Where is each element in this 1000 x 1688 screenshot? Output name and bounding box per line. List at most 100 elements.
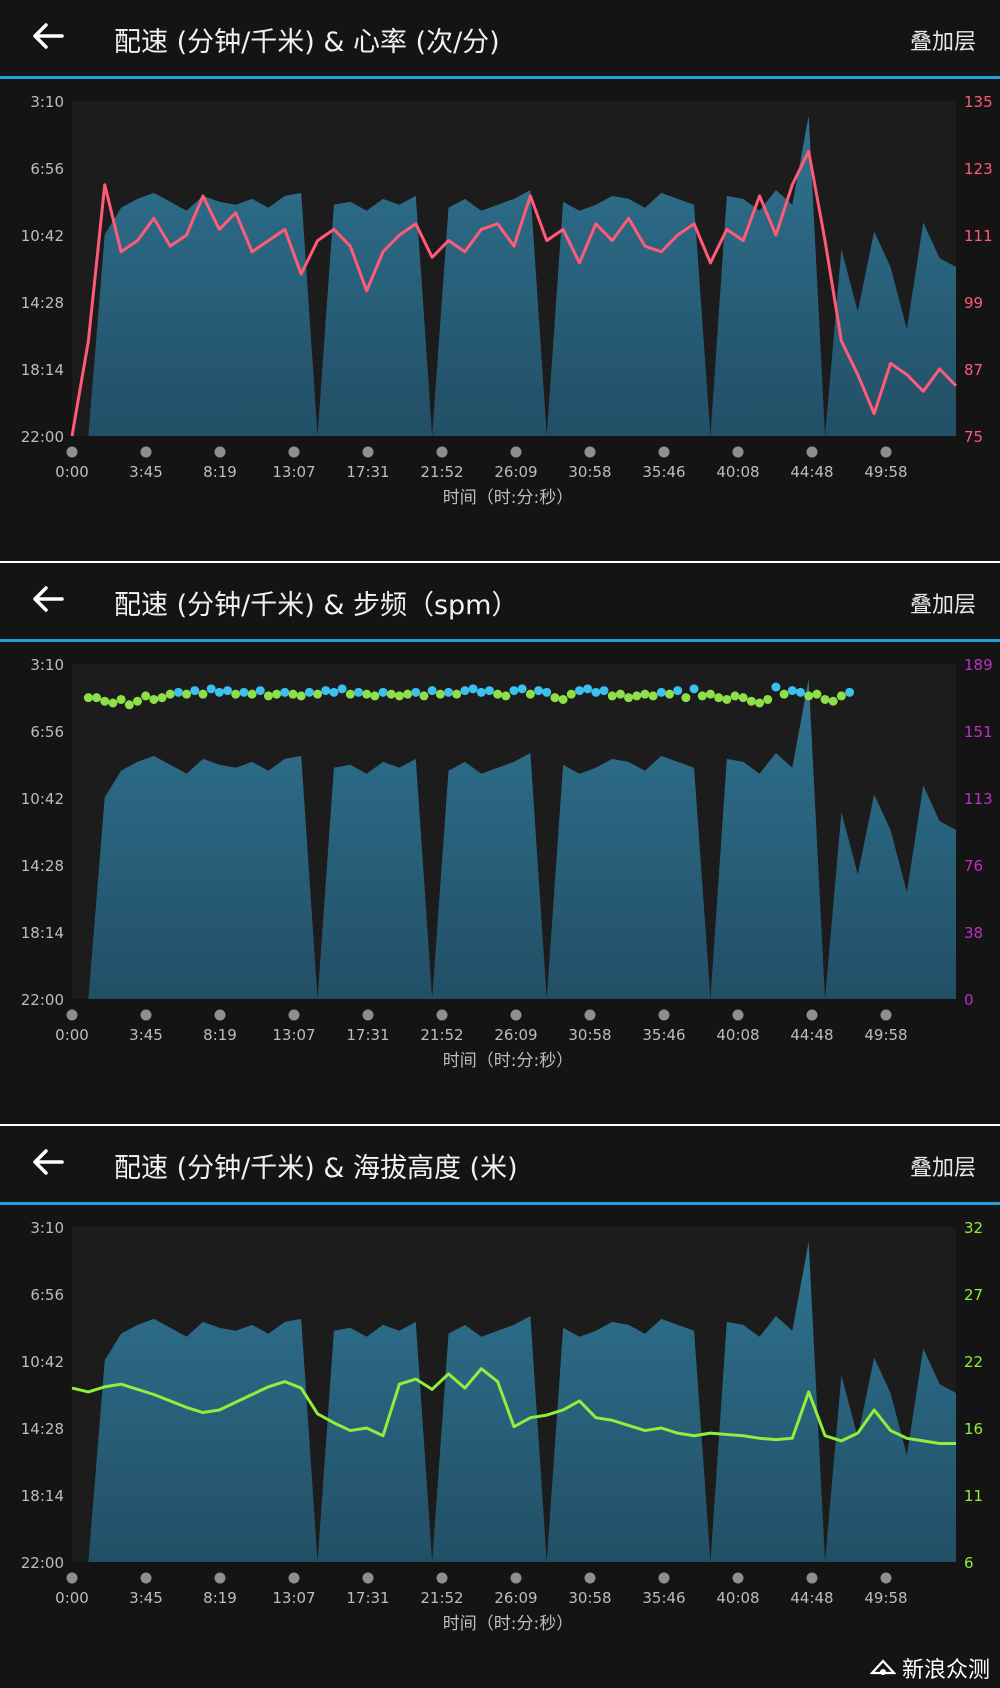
x-tick-dot — [288, 1009, 300, 1021]
chart-title: 配速 (分钟/千米) & 心率 (次/分) — [114, 27, 500, 58]
cadence-point — [386, 689, 396, 699]
x-tick-dot — [658, 1572, 670, 1584]
x-tick-label: 13:07 — [272, 1589, 315, 1607]
x-tick-dot — [510, 1009, 522, 1021]
x-tick-label: 26:09 — [494, 1026, 537, 1044]
elevation-line — [71, 1367, 956, 1445]
y-right-tick-label: 11 — [964, 1487, 983, 1505]
y-right-tick-label: 87 — [964, 361, 983, 379]
x-tick-label: 30:58 — [568, 463, 611, 481]
panel-heart-rate: 配速 (分钟/千米) & 心率 (次/分) 叠加层 3:10 6:56 10:42 1… — [0, 0, 1000, 561]
x-tick-label: 44:48 — [790, 463, 833, 481]
cadence-point — [550, 693, 560, 703]
cadence-point — [411, 687, 421, 697]
pace-area — [72, 678, 956, 999]
chart-title: 配速 (分钟/千米) & 海拔高度 (米) — [114, 1153, 518, 1184]
cadence-point — [435, 689, 445, 699]
x-tick-dot — [732, 1572, 744, 1584]
panel-cadence: 配速 (分钟/千米) & 步频（spm） 叠加层 3:10 6:56 10:42 14… — [0, 563, 1000, 1124]
cadence-point — [624, 693, 634, 703]
cadence-point — [403, 689, 413, 699]
cadence-point — [697, 691, 707, 701]
x-tick-label: 8:19 — [203, 463, 237, 481]
cadence-point — [280, 687, 290, 697]
back-arrow-icon[interactable] — [28, 1142, 68, 1182]
overlay-button[interactable]: 叠加层 — [909, 593, 976, 618]
cadence-point — [345, 689, 355, 699]
x-tick-label: 26:09 — [494, 1589, 537, 1607]
y-left-tick-label: 3:10 — [30, 656, 64, 674]
x-tick-dot — [362, 1572, 374, 1584]
x-tick-label: 44:48 — [790, 1026, 833, 1044]
x-axis-title: 时间（时:分:秒） — [443, 1614, 573, 1634]
panel-elevation: 配速 (分钟/千米) & 海拔高度 (米) 叠加层 3:10 6:56 10:42 1… — [0, 1126, 1000, 1688]
cadence-point — [321, 686, 331, 696]
x-tick-label: 40:08 — [716, 1589, 759, 1607]
cadence-point — [746, 696, 756, 706]
cadence-point — [493, 689, 503, 699]
cadence-point — [304, 687, 314, 697]
x-tick-dot — [732, 1009, 744, 1021]
y-right-tick-label: 135 — [964, 93, 993, 111]
x-tick-label: 40:08 — [716, 1026, 759, 1044]
cadence-point — [296, 691, 306, 701]
y-right-tick-label: 6 — [964, 1554, 974, 1572]
x-tick-dot — [806, 1009, 818, 1021]
x-tick-dot — [880, 1009, 892, 1021]
x-tick-label: 0:00 — [55, 1026, 89, 1044]
cadence-point — [665, 689, 675, 699]
cadence-point — [681, 693, 691, 703]
cadence-point — [525, 689, 535, 699]
cadence-point — [534, 686, 544, 696]
cadence-point — [558, 694, 568, 704]
cadence-point — [337, 684, 347, 694]
x-tick-dot — [658, 1009, 670, 1021]
y-left-tick-label: 10:42 — [21, 1353, 64, 1371]
x-tick-dot — [214, 1009, 226, 1021]
y-right-tick-label: 151 — [964, 723, 993, 741]
cadence-point — [828, 696, 838, 706]
cadence-point — [607, 691, 617, 701]
y-right-tick-label: 123 — [964, 160, 993, 178]
sina-logo-icon — [869, 1659, 896, 1675]
cadence-point — [501, 691, 511, 701]
watermark-text: 新浪众测 — [901, 1658, 990, 1683]
x-tick-dot — [732, 446, 744, 458]
cadence-point — [173, 687, 183, 697]
x-tick-dot — [214, 446, 226, 458]
cadence-point — [92, 693, 102, 703]
cadence-point — [288, 689, 298, 699]
cadence-point — [673, 686, 683, 696]
cadence-point — [370, 691, 380, 701]
cadence-point — [804, 691, 814, 701]
x-tick-dot — [436, 1009, 448, 1021]
cadence-point — [812, 689, 822, 699]
y-right-tick-label: 38 — [964, 924, 983, 942]
cadence-point — [484, 686, 494, 696]
x-tick-label: 21:52 — [420, 1026, 463, 1044]
x-tick-label: 0:00 — [55, 1589, 89, 1607]
cadence-point — [714, 693, 724, 703]
cadence-point — [190, 686, 200, 696]
x-tick-label: 40:08 — [716, 463, 759, 481]
x-tick-label: 8:19 — [203, 1026, 237, 1044]
x-tick-label: 44:48 — [790, 1589, 833, 1607]
x-tick-label: 8:19 — [203, 1589, 237, 1607]
x-tick-label: 30:58 — [568, 1026, 611, 1044]
x-tick-dot — [140, 446, 152, 458]
x-tick-dot — [880, 446, 892, 458]
x-tick-label: 35:46 — [642, 1589, 685, 1607]
cadence-point — [779, 689, 789, 699]
overlay-button[interactable]: 叠加层 — [909, 1156, 976, 1181]
cadence-point — [509, 686, 519, 696]
overlay-button[interactable]: 叠加层 — [909, 30, 976, 55]
chart-pace-cadence: 3:10 6:56 10:42 14:28 18:14 22:00 189 151 113 76 3… — [21, 656, 993, 1071]
cadence-point — [689, 684, 699, 694]
cadence-point — [83, 693, 93, 703]
x-tick-dot — [140, 1009, 152, 1021]
back-arrow-icon[interactable] — [28, 579, 68, 619]
back-arrow-icon[interactable] — [28, 16, 68, 56]
y-left-tick-label: 18:14 — [21, 1487, 64, 1505]
x-tick-dot — [66, 1009, 78, 1021]
x-tick-dot — [436, 1572, 448, 1584]
